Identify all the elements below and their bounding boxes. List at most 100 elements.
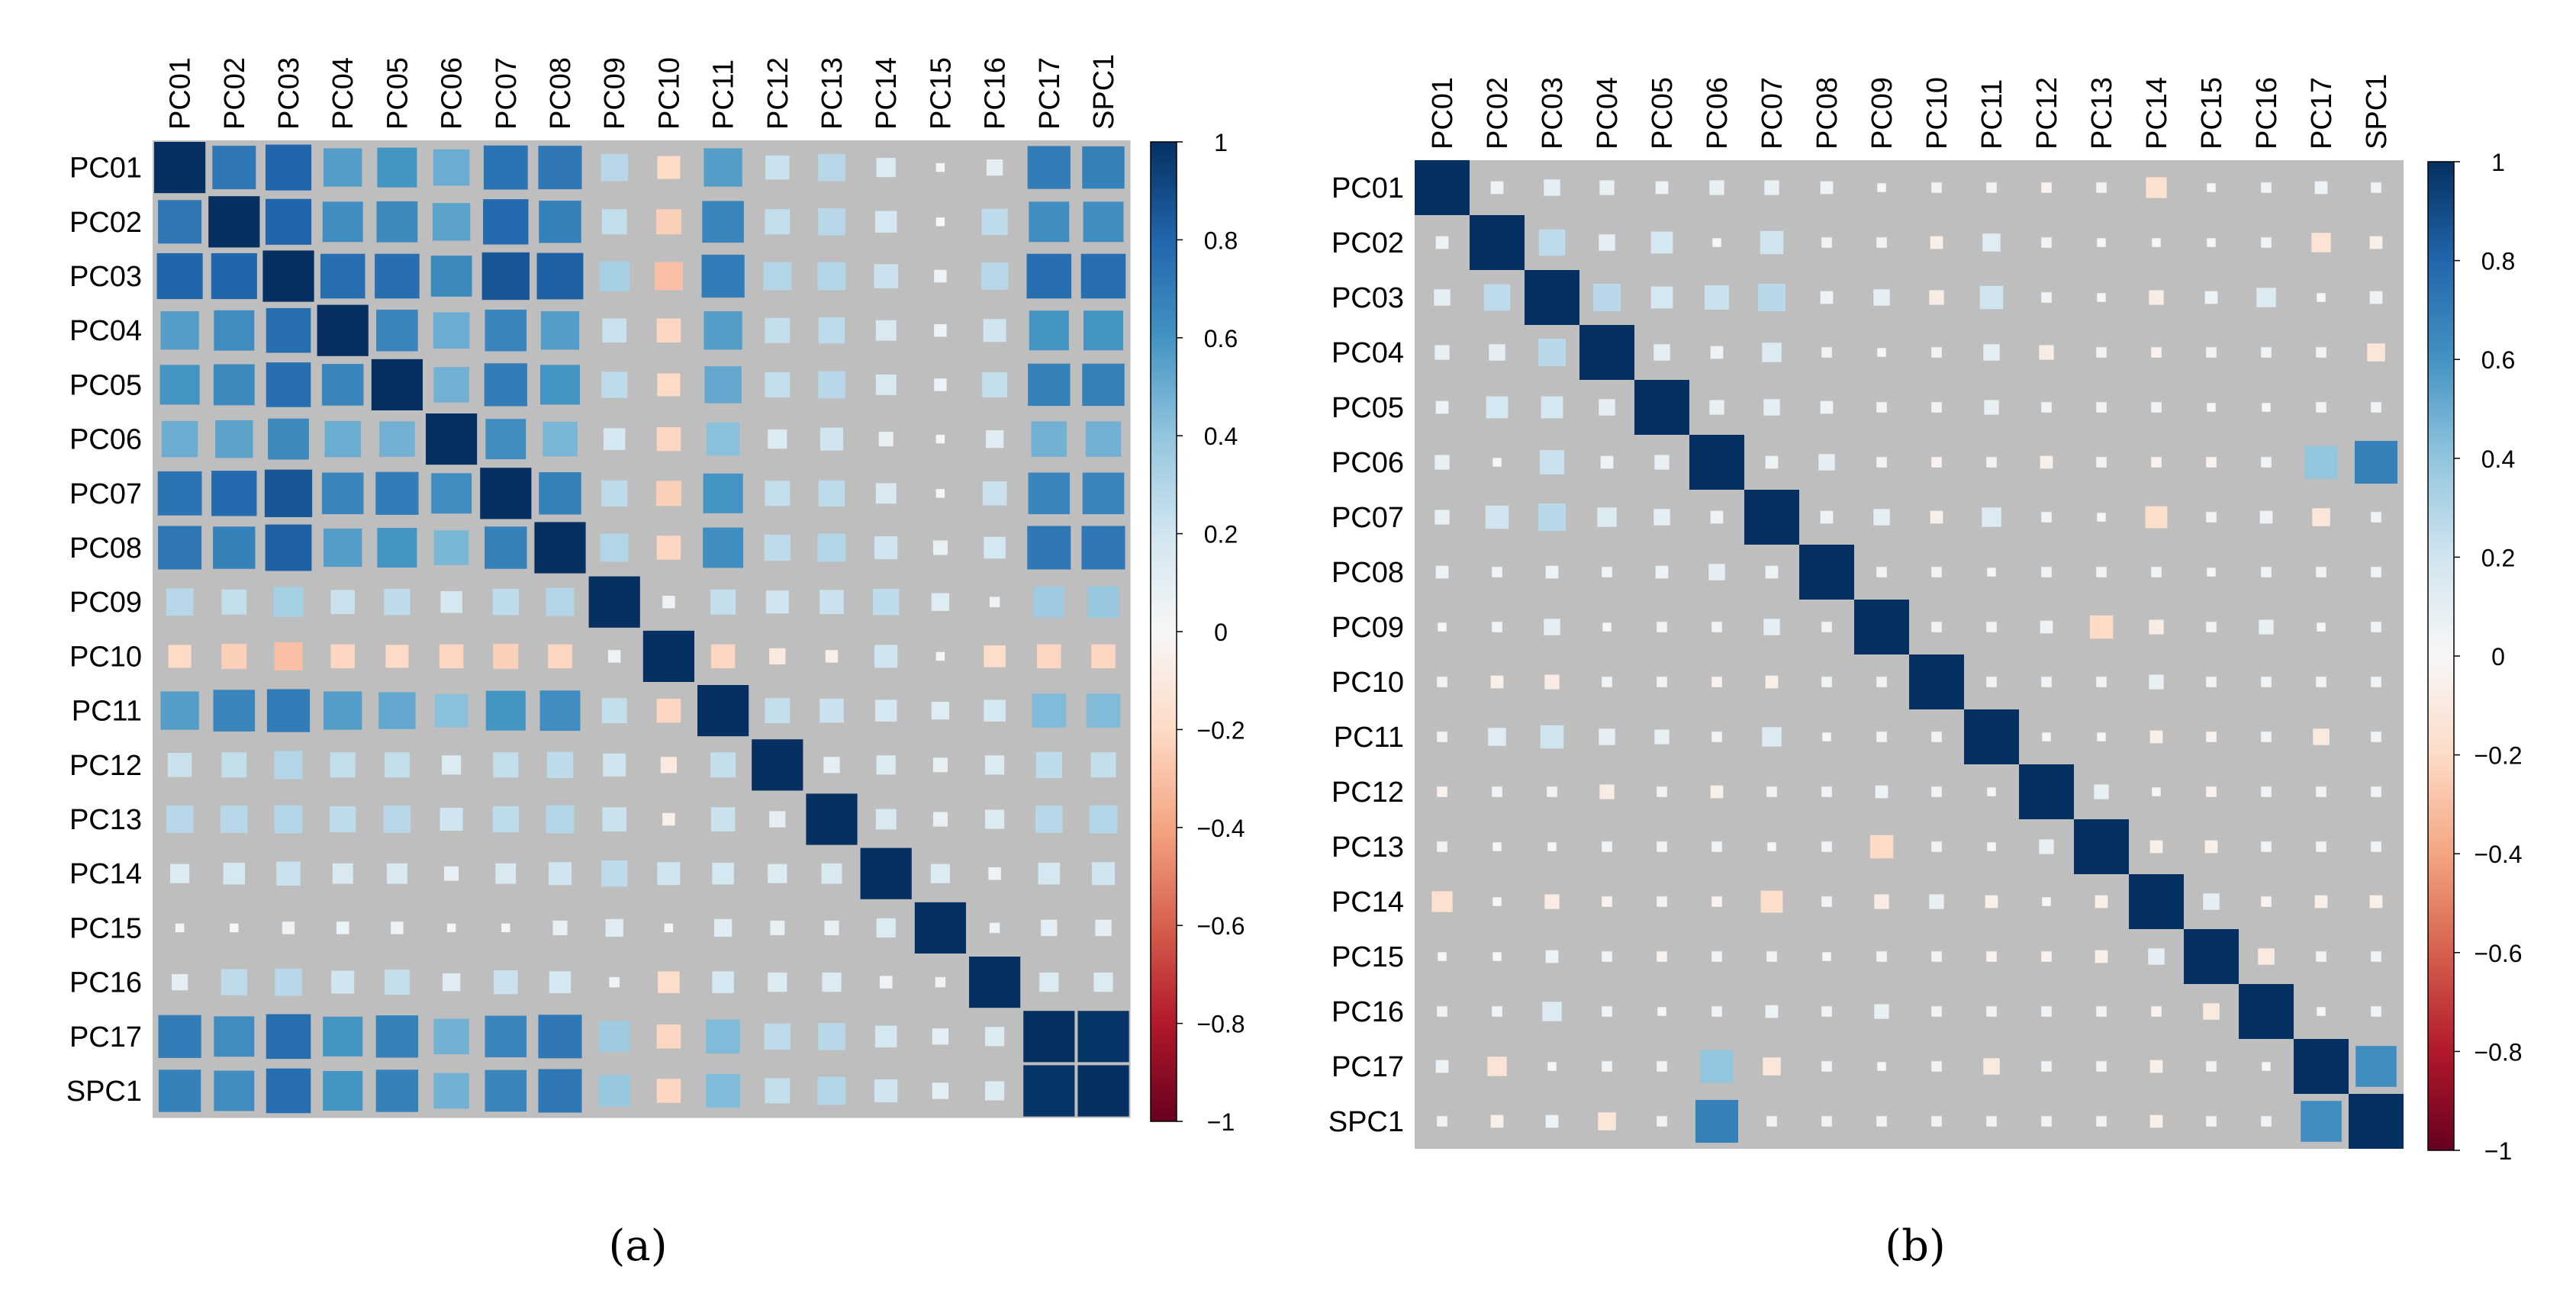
cell-PC13-PC15 [2204, 840, 2218, 854]
cell-PC05-PC08 [1820, 400, 1834, 414]
row-label: PC15 [69, 912, 142, 944]
cell-PC12-PC07 [1766, 786, 1777, 797]
cell-PC14-PC04 [1602, 896, 1612, 907]
cell-SPC1-PC10 [1931, 1116, 1942, 1127]
cell-PC17-PC07 [1763, 1057, 1781, 1076]
cell-PC04-PC06 [433, 312, 470, 349]
colorbar-tick-label: −0.4 [2474, 841, 2522, 868]
cell-PC12-PC05 [384, 752, 410, 778]
cell-PC01-PC12 [2041, 182, 2052, 193]
cell-PC01-PC17 [2314, 181, 2328, 195]
cell-PC09-SPC1 [1087, 586, 1119, 618]
cell-PC08-PC14 [874, 536, 898, 560]
cell-PC05-PC03 [266, 362, 311, 407]
cell-PC15-PC15 [914, 902, 966, 954]
colorbar-tick-label: −0.8 [2474, 1038, 2522, 1066]
cell-PC04-PC04 [317, 304, 369, 356]
cell-PC01-PC09 [601, 153, 628, 182]
cell-PC14-PC11 [1985, 895, 1998, 909]
cell-PC13-PC09 [602, 807, 626, 831]
cell-SPC1-PC08 [1821, 1116, 1832, 1127]
cell-PC02-PC15 [2207, 238, 2216, 247]
cell-PC04-PC16 [2261, 347, 2272, 358]
cell-PC07-PC04 [321, 472, 364, 515]
cell-PC01-PC16 [986, 159, 1003, 176]
row-label: SPC1 [66, 1076, 142, 1108]
cell-PC11-PC14 [874, 700, 897, 722]
cell-PC02-PC01 [158, 200, 202, 244]
cell-PC07-SPC1 [2371, 512, 2381, 523]
cell-PC10-PC17 [2316, 677, 2326, 687]
cell-PC14-PC05 [1657, 896, 1667, 907]
cell-PC03-PC08 [1820, 291, 1834, 304]
cell-PC04-PC01 [160, 311, 199, 350]
row-label: PC11 [72, 696, 142, 728]
cell-PC03-PC03 [262, 250, 314, 302]
colorbar-tick-label: −0.2 [1196, 716, 1245, 744]
colorbar-tick-label: −0.2 [2474, 742, 2522, 770]
row-label: PC15 [1331, 941, 1404, 973]
cell-PC04-PC12 [765, 317, 791, 343]
cell-PC06-PC14 [878, 432, 894, 447]
cell-PC04-PC03 [266, 307, 311, 353]
cell-PC14-PC09 [601, 860, 628, 887]
cell-PC01-PC01 [1415, 160, 1470, 215]
cell-PC06-PC04 [324, 420, 361, 458]
cell-PC10-PC02 [1490, 675, 1504, 689]
cell-PC16-SPC1 [1093, 973, 1113, 992]
cell-PC14-PC06 [444, 866, 459, 881]
cell-PC17-PC01 [158, 1015, 201, 1058]
cell-PC12-PC03 [1547, 786, 1557, 797]
cell-PC13-PC16 [2261, 841, 2272, 852]
cell-PC06-PC08 [1818, 454, 1835, 471]
row-label: PC13 [1331, 831, 1404, 864]
cell-PC12-PC12 [752, 739, 803, 791]
cell-PC07-PC06 [431, 473, 472, 514]
cell-SPC1-PC01 [1437, 1116, 1447, 1127]
cell-PC06-PC02 [215, 420, 253, 458]
plot-background [153, 140, 1131, 1118]
cell-PC17-PC16 [985, 1027, 1005, 1047]
cell-PC03-PC10 [1929, 290, 1944, 305]
cell-PC17-PC09 [1877, 1062, 1886, 1071]
cell-PC05-PC11 [704, 366, 742, 404]
cell-PC09-PC10 [1931, 622, 1942, 632]
cell-PC03-PC01 [156, 252, 203, 300]
cell-PC03-PC15 [2204, 291, 2218, 304]
cell-PC17-PC07 [485, 1015, 527, 1058]
cell-PC02-SPC1 [2369, 236, 2383, 249]
cell-PC10-PC13 [825, 650, 839, 663]
row-label: PC05 [69, 369, 142, 401]
cell-PC13-PC08 [1821, 841, 1832, 852]
cell-PC01-PC12 [765, 155, 790, 180]
cell-PC09-PC15 [931, 593, 950, 611]
cell-PC13-PC08 [546, 805, 575, 834]
cell-PC17-PC17 [2294, 1039, 2349, 1094]
cell-PC01-PC15 [935, 162, 945, 172]
cell-PC12-PC08 [546, 751, 574, 778]
cell-PC01-PC06 [1709, 180, 1724, 195]
cell-PC10-SPC1 [1091, 644, 1116, 669]
cell-PC11-PC11 [697, 685, 749, 737]
cell-PC10-PC06 [439, 644, 464, 669]
cell-PC16-PC15 [935, 976, 946, 988]
cell-PC05-PC12 [2041, 402, 2052, 413]
cell-PC09-PC03 [1544, 619, 1560, 635]
cell-SPC1-PC14 [874, 1079, 898, 1103]
column-label: PC04 [1592, 77, 1624, 150]
cell-PC16-PC16 [2239, 984, 2294, 1039]
cell-PC09-PC05 [384, 589, 411, 616]
cell-SPC1-PC01 [158, 1069, 201, 1112]
cell-PC13-PC04 [330, 806, 356, 833]
cell-PC06-PC13 [819, 427, 844, 451]
cell-PC06-PC04 [1600, 455, 1614, 469]
cell-PC01-PC06 [433, 149, 470, 186]
cell-PC16-PC13 [2096, 1006, 2107, 1017]
cell-PC08-SPC1 [1081, 526, 1125, 570]
cell-PC09-PC09 [588, 576, 640, 628]
cell-PC02-PC12 [2041, 237, 2052, 248]
cell-PC07-PC07 [480, 468, 532, 519]
column-label: PC01 [1427, 77, 1459, 150]
colorbar-tick-label: −0.8 [1196, 1011, 1245, 1038]
cell-PC11-PC08 [539, 690, 581, 732]
